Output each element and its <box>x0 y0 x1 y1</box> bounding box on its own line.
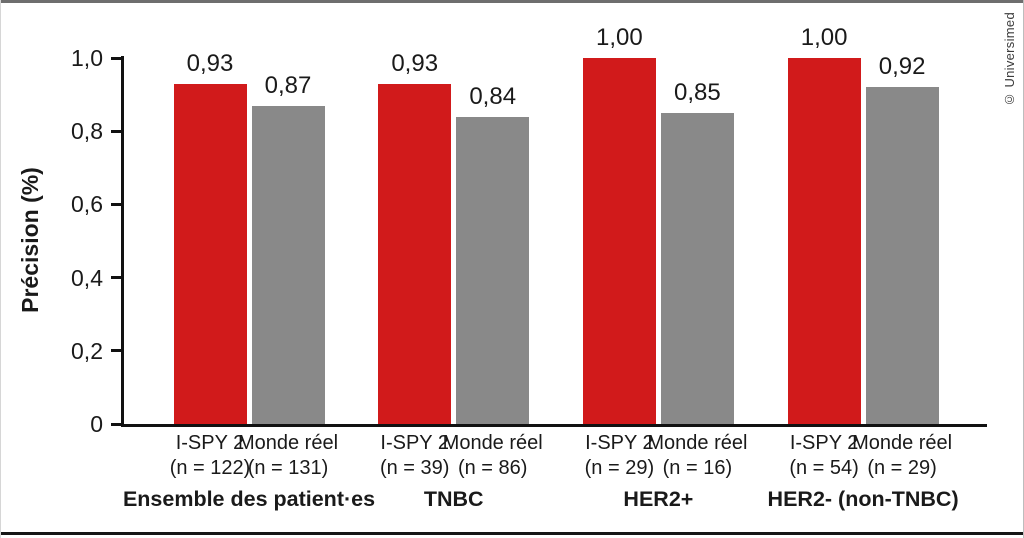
bar-value-label: 0,93 <box>391 49 439 77</box>
y-tick-mark <box>111 129 121 133</box>
bar-series-label: I-SPY 2 <box>585 432 654 454</box>
group-label-tnbc: TNBC <box>423 487 484 511</box>
top-border <box>1 0 1023 3</box>
bar-value-label: 0,93 <box>186 49 234 77</box>
y-tick-label: 0,4 <box>71 264 103 291</box>
bar-axis-label: Monde réel (n = 29) <box>844 431 960 481</box>
bar-i-spy-2 <box>173 83 247 424</box>
bar-axis-label: Monde réel (n = 131) <box>230 431 346 481</box>
bar-value-label: 0,84 <box>469 82 517 110</box>
bar-i-spy-2 <box>582 58 656 424</box>
bar-series-label: Monde réel <box>647 432 748 454</box>
bar-n-label: (n = 54) <box>789 457 859 479</box>
y-tick-mark <box>111 276 121 280</box>
bar-n-label: (n = 122) <box>169 457 251 479</box>
y-tick-mark <box>111 202 121 206</box>
bar-series-label: I-SPY 2 <box>789 432 859 454</box>
bar-value-label: 1,00 <box>800 24 848 51</box>
bar-series-label: Monde réel <box>442 432 543 454</box>
group-label-ensemble-des-patient-es: Ensemble des patient·es <box>122 487 376 511</box>
bar-series-label: Monde réel <box>237 432 339 454</box>
bar-i-spy-2 <box>787 58 861 424</box>
group-label-her2-non-tnbc: HER2- (non-TNBC) <box>767 487 959 511</box>
bar-n-label: (n = 39) <box>379 457 450 479</box>
copyright-credit: © Universimed <box>1002 12 1017 107</box>
bar-series-label: I-SPY 2 <box>380 432 449 454</box>
bar-i-spy-2 <box>378 83 452 424</box>
bar-value-label: 1,00 <box>596 24 643 51</box>
bar-value-label: 0,92 <box>878 53 926 81</box>
bar-n-label: (n = 29) <box>584 457 655 479</box>
bar-axis-label: I-SPY 2 (n = 122) <box>152 431 268 481</box>
bar-axis-label: I-SPY 2 (n = 29) <box>561 431 677 481</box>
bar-value-label: 0,85 <box>674 78 721 106</box>
y-tick-mark <box>111 56 121 60</box>
group-label-her2: HER2+ <box>623 487 694 511</box>
bar-monde-r-el <box>660 112 734 424</box>
y-axis-line <box>121 56 124 427</box>
bottom-border <box>1 532 1023 535</box>
y-tick-label: 0 <box>90 411 103 437</box>
bar-series-label: I-SPY 2 <box>175 432 245 454</box>
bar-axis-label: Monde réel (n = 86) <box>435 431 551 481</box>
bar-axis-label: Monde réel (n = 16) <box>639 431 755 481</box>
y-tick-label: 1,0 <box>71 45 103 71</box>
y-tick-mark <box>111 422 121 426</box>
bar-monde-r-el <box>865 87 939 424</box>
bar-axis-label: I-SPY 2 (n = 54) <box>766 431 882 481</box>
bar-monde-r-el <box>251 105 325 424</box>
y-tick-mark <box>111 349 121 353</box>
bar-monde-r-el <box>456 116 530 424</box>
bar-n-label: (n = 131) <box>247 457 329 479</box>
bar-n-label: (n = 29) <box>867 457 937 479</box>
bar-value-label: 0,87 <box>264 71 312 99</box>
bar-n-label: (n = 86) <box>457 457 528 479</box>
bar-series-label: Monde réel <box>852 432 953 454</box>
y-tick-label: 0,6 <box>71 191 103 218</box>
x-axis-line <box>121 424 987 427</box>
bar-axis-label: I-SPY 2 (n = 39) <box>357 431 473 481</box>
y-tick-label: 0,2 <box>71 337 103 364</box>
y-axis-title: Précision (%) <box>17 167 43 313</box>
bar-n-label: (n = 16) <box>662 457 733 479</box>
y-tick-label: 0,8 <box>71 118 103 145</box>
